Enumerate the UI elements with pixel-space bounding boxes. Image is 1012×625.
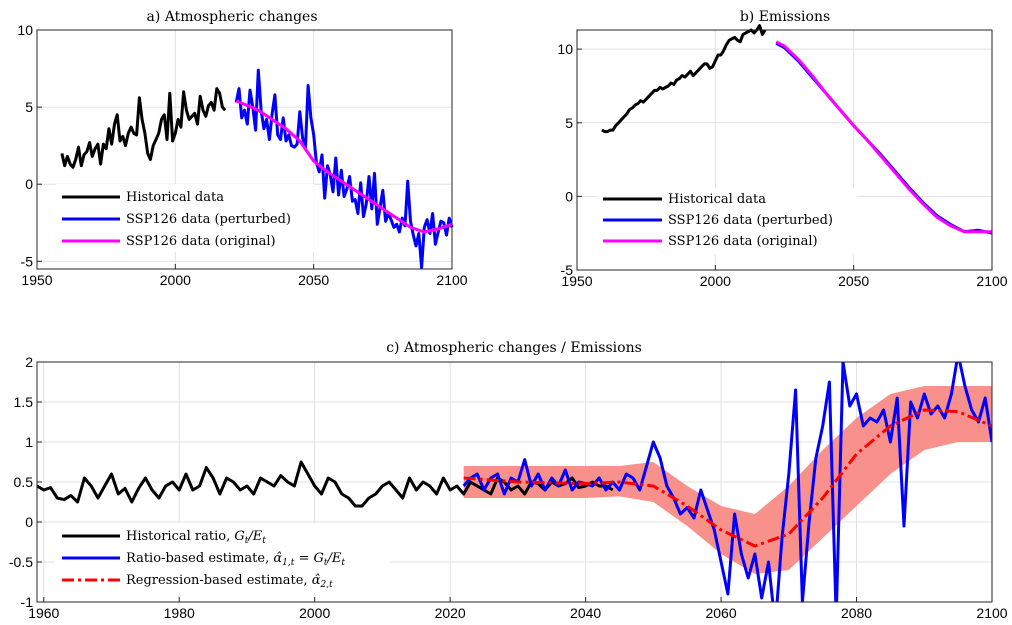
y-tick-label: 10 bbox=[557, 41, 573, 57]
x-tick-label: 2000 bbox=[160, 272, 191, 288]
y-tick-label: 5 bbox=[25, 99, 33, 115]
y-tick-label: 0 bbox=[565, 188, 573, 204]
panel-a-atmospheric-changes: a) Atmospheric changes 1950 2000 2050 2100 -… bbox=[17, 9, 467, 288]
y-tick-label: -5 bbox=[561, 262, 574, 278]
legend-label-historical: Historical data bbox=[126, 190, 224, 205]
y-tick-label: -0.5 bbox=[9, 554, 33, 570]
x-tick-label: 2100 bbox=[976, 273, 1007, 289]
legend-b-label-original: SSP126 data (original) bbox=[668, 234, 818, 249]
y-tick-label: -5 bbox=[21, 253, 34, 269]
panel-a-frame bbox=[36, 29, 453, 270]
y-tick-label: -1 bbox=[21, 594, 34, 610]
series-line-2 bbox=[235, 99, 453, 234]
x-tick-label: 1980 bbox=[164, 605, 195, 621]
panel-b-title: b) Emissions bbox=[740, 9, 830, 25]
panel-b-ticks: 1950 2000 2050 2100 -5 0 5 10 bbox=[557, 41, 1007, 289]
x-tick-label: 1960 bbox=[28, 605, 59, 621]
legend-label-original: SSP126 data (original) bbox=[126, 234, 276, 249]
confidence-band bbox=[463, 386, 992, 574]
x-tick-label: 2000 bbox=[299, 605, 330, 621]
x-tick-label: 2000 bbox=[700, 273, 731, 289]
x-tick-label: 2060 bbox=[705, 605, 736, 621]
panel-a-title: a) Atmospheric changes bbox=[146, 9, 317, 25]
x-tick-label: 2020 bbox=[435, 605, 466, 621]
series-line-0 bbox=[37, 460, 614, 508]
y-tick-label: 5 bbox=[565, 115, 573, 131]
panel-b-frame bbox=[576, 29, 993, 271]
y-tick-label: 1 bbox=[25, 434, 33, 450]
x-tick-label: 2100 bbox=[976, 605, 1007, 621]
panel-c-ticks: 1960 1980 2000 2020 2040 2060 2080 2100 -1 -0.5 0 0… bbox=[9, 354, 1008, 621]
legend-b-label-perturbed: SSP126 data (perturbed) bbox=[668, 213, 833, 228]
x-tick-label: 1950 bbox=[21, 272, 52, 288]
series-line-1 bbox=[234, 68, 454, 269]
y-tick-label: 10 bbox=[17, 22, 33, 38]
y-tick-label: 2 bbox=[25, 354, 33, 370]
panel-a-ticks: 1950 2000 2050 2100 -5 0 5 10 bbox=[17, 22, 467, 288]
panel-b-series bbox=[601, 24, 993, 235]
x-tick-label: 2100 bbox=[436, 272, 467, 288]
series-line-1 bbox=[462, 362, 992, 602]
y-tick-label: 0.5 bbox=[14, 474, 34, 490]
panel-b-emissions: b) Emissions 1950 2000 2050 2100 -5 0 5 10 Hist… bbox=[557, 9, 1007, 289]
legend-c-label-historical: Historical ratio, Gt/Et bbox=[126, 529, 266, 546]
legend-c-label-ratio: Ratio-based estimate, α̂1,t = Gt/Et bbox=[126, 551, 345, 568]
legend-label-perturbed: SSP126 data (perturbed) bbox=[126, 212, 291, 227]
panel-a-series bbox=[60, 68, 454, 269]
x-tick-label: 2050 bbox=[298, 272, 329, 288]
legend-c-label-regression: Regression-based estimate, α̂2,t bbox=[126, 573, 333, 590]
panel-c-title: c) Atmospheric changes / Emissions bbox=[386, 340, 642, 356]
x-tick-label: 1950 bbox=[561, 273, 592, 289]
y-tick-label: 0 bbox=[25, 514, 33, 530]
x-tick-label: 2050 bbox=[838, 273, 869, 289]
series-line-0 bbox=[601, 24, 767, 134]
x-tick-label: 2080 bbox=[841, 605, 872, 621]
series-line-2 bbox=[463, 408, 992, 548]
series-line-2 bbox=[775, 40, 992, 234]
series-line-0 bbox=[60, 87, 227, 169]
y-tick-label: 1.5 bbox=[14, 394, 34, 410]
panel-c-series bbox=[37, 362, 992, 602]
panel-b-legend: Historical data SSP126 data (perturbed) … bbox=[597, 188, 857, 254]
legend-b-label-historical: Historical data bbox=[668, 192, 766, 207]
x-tick-label: 2040 bbox=[570, 605, 601, 621]
panel-a-legend: Historical data SSP126 data (perturbed) … bbox=[56, 184, 314, 252]
panel-c-ratio: c) Atmospheric changes / Emissions 1960 1… bbox=[9, 340, 1008, 621]
panel-c-legend: Historical ratio, Gt/Et Ratio-based esti… bbox=[55, 523, 390, 593]
y-tick-label: 0 bbox=[25, 176, 33, 192]
